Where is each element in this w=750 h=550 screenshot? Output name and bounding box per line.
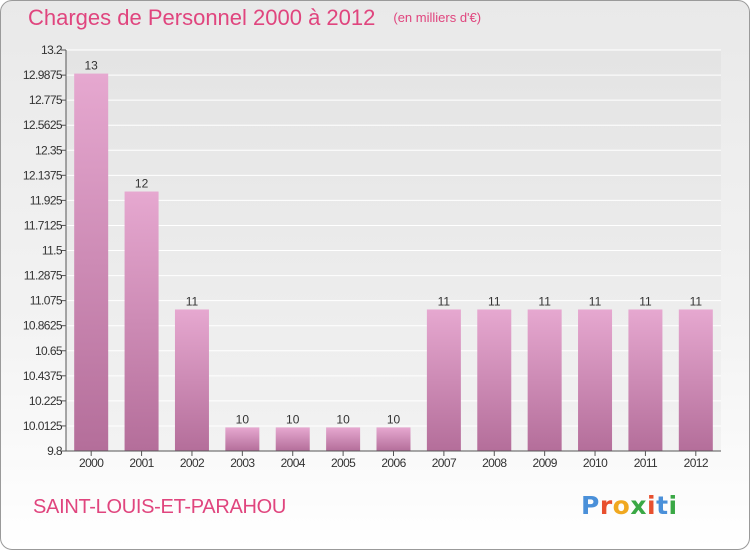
bar: [578, 309, 613, 451]
x-tick-label: 2000: [79, 456, 104, 470]
x-tick-label: 2002: [180, 456, 205, 470]
bar-value-label: 11: [690, 294, 703, 308]
x-tick-label: 2003: [230, 456, 255, 470]
bar: [74, 73, 109, 452]
bar: [275, 427, 310, 451]
y-tick-label: 13.2: [41, 43, 63, 57]
bar-value-label: 11: [186, 294, 199, 308]
bar-value-label: 11: [488, 294, 501, 308]
logo-letter: o: [612, 491, 631, 520]
bar-value-label: 10: [236, 412, 250, 426]
x-tick-label: 2011: [634, 456, 658, 470]
y-tick-label: 9.8: [47, 444, 63, 458]
y-tick-label: 10.4375: [23, 369, 63, 383]
bar: [124, 191, 159, 451]
y-tick-label: 10.0125: [23, 419, 63, 433]
chart-subtitle: (en milliers d'€): [393, 10, 482, 25]
logo-letter: i: [668, 491, 678, 520]
y-tick-label: 12.1375: [23, 168, 63, 182]
bar: [376, 427, 411, 451]
y-tick-label: 11.5: [42, 244, 63, 258]
chart-title: Charges de Personnel 2000 à 2012: [28, 5, 376, 30]
bar-value-label: 11: [438, 294, 451, 308]
title-row: Charges de Personnel 2000 à 2012 (en mill…: [28, 5, 481, 31]
proxiti-logo: Proxiti: [581, 491, 678, 520]
x-tick-label: 2012: [684, 456, 709, 470]
bar: [477, 309, 512, 451]
y-tick-label: 12.9875: [23, 68, 63, 82]
bar: [174, 309, 209, 451]
bar-value-label: 10: [387, 412, 401, 426]
y-tick-label: 12.35: [35, 143, 63, 157]
bar: [326, 427, 361, 451]
town-name: SAINT-LOUIS-ET-PARAHOU: [33, 496, 287, 518]
x-tick-label: 2009: [533, 456, 558, 470]
y-tick-label: 11.7125: [24, 218, 63, 232]
x-tick-label: 2005: [331, 456, 356, 470]
y-tick-label: 11.2875: [24, 269, 63, 283]
y-tick-label: 12.5625: [23, 118, 63, 132]
y-tick-label: 11.075: [30, 294, 63, 308]
logo-letter: r: [599, 491, 613, 520]
x-tick-label: 2010: [583, 456, 608, 470]
x-tick-label: 2004: [281, 456, 306, 470]
y-tick-label: 12.775: [29, 93, 63, 107]
logo-letter: t: [656, 491, 669, 520]
bar-value-label: 12: [135, 177, 149, 191]
x-tick-label: 2001: [129, 456, 154, 470]
y-tick-label: 11.925: [30, 193, 63, 207]
x-tick-label: 2008: [482, 456, 507, 470]
logo-letter: P: [581, 491, 600, 520]
bar: [225, 427, 260, 451]
bar: [628, 309, 663, 451]
y-tick-label: 10.65: [35, 344, 63, 358]
y-tick-label: 10.225: [29, 394, 63, 408]
logo-letter: x: [630, 491, 647, 520]
bar: [426, 309, 461, 451]
bar: [678, 309, 713, 451]
bar: [527, 309, 562, 451]
logo-letter: i: [647, 491, 657, 520]
y-tick-label: 10.8625: [23, 319, 63, 333]
bar-value-label: 11: [538, 294, 551, 308]
bar-value-label: 10: [286, 412, 300, 426]
bar-value-label: 11: [589, 294, 602, 308]
bar-value-label: 10: [336, 412, 350, 426]
x-tick-label: 2006: [381, 456, 406, 470]
x-tick-label: 2007: [432, 456, 457, 470]
bar-value-label: 11: [639, 294, 652, 308]
bar-value-label: 13: [85, 59, 99, 73]
